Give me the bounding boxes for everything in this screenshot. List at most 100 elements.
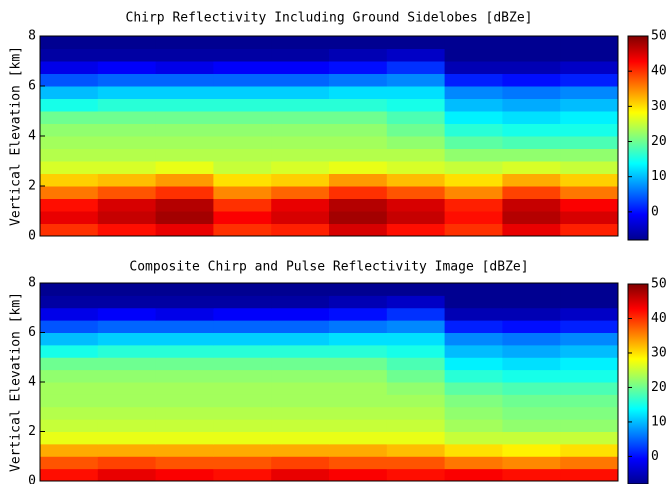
heat-cell	[156, 444, 214, 457]
colorbar-tick-label: 0	[651, 449, 659, 464]
heat-cell	[329, 149, 387, 162]
heat-cell	[98, 283, 156, 296]
heat-cell	[445, 74, 503, 87]
heat-cell	[502, 407, 560, 420]
heat-cell	[40, 199, 98, 212]
heat-cell	[98, 357, 156, 370]
heat-cell	[329, 419, 387, 432]
heat-cell	[329, 357, 387, 370]
heat-cell	[271, 74, 329, 87]
y-tick-label: 0	[28, 229, 36, 244]
heat-cell	[271, 394, 329, 407]
heat-cell	[502, 469, 560, 482]
heat-cell	[387, 86, 445, 99]
heat-cell	[502, 136, 560, 149]
heat-cell	[213, 357, 271, 370]
heat-cell	[40, 136, 98, 149]
heat-cell	[560, 308, 618, 321]
heat-cell	[387, 407, 445, 420]
y-tick-label: 4	[28, 129, 36, 144]
heat-cell	[156, 357, 214, 370]
heat-cell	[40, 49, 98, 62]
heat-cell	[387, 49, 445, 62]
y-tick-label: 2	[28, 424, 36, 439]
heat-cell	[445, 36, 503, 49]
heat-cell	[40, 432, 98, 445]
heat-cell	[156, 407, 214, 420]
heat-cell	[98, 36, 156, 49]
heat-cell	[560, 86, 618, 99]
heat-cell	[560, 49, 618, 62]
heat-cell	[213, 186, 271, 199]
heat-cell	[329, 469, 387, 482]
colorbar-tick-label: 20	[651, 380, 667, 395]
heat-cell	[271, 161, 329, 174]
heat-cell	[40, 186, 98, 199]
heat-cell	[40, 469, 98, 482]
heat-cell	[387, 186, 445, 199]
heat-cell	[98, 407, 156, 420]
heat-cell	[445, 333, 503, 346]
heat-cell	[271, 211, 329, 224]
heat-cell	[329, 61, 387, 74]
heat-cell	[560, 320, 618, 333]
heat-cell	[502, 283, 560, 296]
heat-cell	[271, 295, 329, 308]
heat-cell	[329, 345, 387, 358]
heat-cell	[329, 99, 387, 112]
heat-cell	[329, 111, 387, 124]
heat-cell	[560, 283, 618, 296]
heat-cell	[387, 74, 445, 87]
heat-cell	[387, 295, 445, 308]
heat-cell	[329, 308, 387, 321]
heat-cell	[271, 345, 329, 358]
heat-cell	[156, 419, 214, 432]
heat-cell	[40, 86, 98, 99]
heat-cell	[329, 444, 387, 457]
heat-cell	[502, 199, 560, 212]
heat-cell	[502, 357, 560, 370]
heat-cell	[40, 99, 98, 112]
y-axis-label: Vertical Elevation [km]	[9, 46, 24, 226]
heat-cell	[445, 308, 503, 321]
heat-cell	[560, 432, 618, 445]
heat-cell	[271, 61, 329, 74]
heat-cell	[560, 224, 618, 237]
heat-cell	[213, 174, 271, 187]
heat-cell	[387, 36, 445, 49]
heat-cell	[560, 407, 618, 420]
colorbar	[628, 284, 648, 484]
heat-cell	[387, 456, 445, 469]
heat-cell	[271, 36, 329, 49]
heat-cell	[502, 333, 560, 346]
heat-cell	[560, 370, 618, 383]
heat-cell	[387, 99, 445, 112]
heat-cell	[502, 444, 560, 457]
heat-cell	[40, 283, 98, 296]
heat-cell	[156, 456, 214, 469]
heat-cell	[445, 186, 503, 199]
heat-cell	[445, 224, 503, 237]
heat-cell	[329, 394, 387, 407]
heat-cell	[271, 308, 329, 321]
heat-cell	[213, 124, 271, 137]
heat-cell	[213, 394, 271, 407]
y-tick-label: 8	[28, 29, 36, 44]
y-tick-label: 6	[28, 325, 36, 340]
heat-cell	[329, 174, 387, 187]
heat-cell	[502, 320, 560, 333]
heat-cell	[560, 419, 618, 432]
heat-cell	[213, 74, 271, 87]
figure: 02468Chirp Reflectivity Including Ground…	[0, 0, 668, 484]
heat-cell	[387, 320, 445, 333]
heat-cell	[387, 136, 445, 149]
heat-cell	[213, 320, 271, 333]
heat-cell	[445, 357, 503, 370]
heat-cell	[502, 432, 560, 445]
colorbar-tick-label: 0	[651, 204, 659, 219]
heat-cell	[213, 382, 271, 395]
heat-cell	[502, 161, 560, 174]
heat-cell	[271, 333, 329, 346]
heat-cell	[98, 419, 156, 432]
heat-cell	[98, 308, 156, 321]
